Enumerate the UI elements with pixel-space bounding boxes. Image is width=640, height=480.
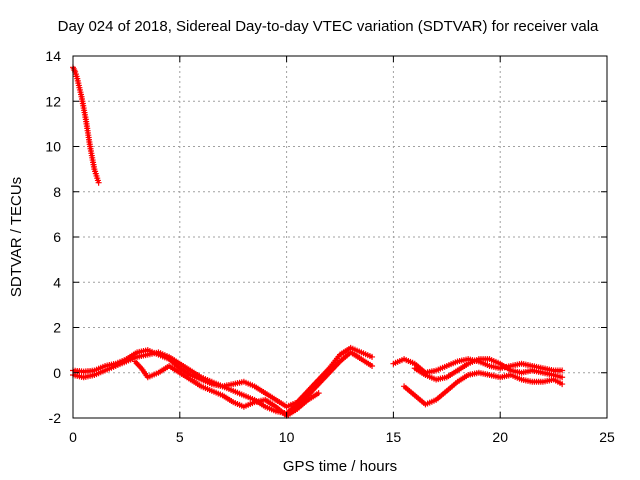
series-trace [71, 66, 101, 184]
y-tick-label: 4 [53, 274, 61, 290]
data-point [559, 367, 566, 374]
data-series [70, 64, 566, 419]
x-tick-label: 20 [492, 429, 508, 445]
y-tick-label: 6 [53, 229, 61, 245]
axes: 0 5 10 15 20 25 -2 0 2 4 6 8 10 12 14 [45, 48, 615, 445]
y-tick-label: -2 [49, 410, 62, 426]
data-point [559, 374, 566, 381]
y-tick-label: 12 [45, 93, 61, 109]
series-arc-e [401, 369, 566, 408]
data-point [369, 353, 376, 360]
x-tick-label: 10 [279, 429, 295, 445]
y-axis-label: SDTVAR / TECUs [8, 177, 25, 297]
y-tick-label: 8 [53, 184, 61, 200]
series-arc-f [411, 356, 566, 383]
series-arc-a [70, 344, 376, 410]
x-tick-label: 5 [176, 429, 184, 445]
y-tick-label: 10 [45, 139, 61, 155]
data-point [559, 381, 566, 388]
chart-title: Day 024 of 2018, Sidereal Day-to-day VTE… [58, 18, 599, 35]
x-tick-label: 15 [386, 429, 402, 445]
y-tick-label: 2 [53, 320, 61, 336]
y-tick-label: 14 [45, 48, 61, 64]
data-point [95, 179, 102, 186]
y-tick-label: 0 [53, 365, 61, 381]
data-point [369, 362, 376, 369]
x-tick-label: 25 [599, 429, 615, 445]
data-point [315, 390, 322, 397]
series-arc-b [70, 349, 376, 417]
series-arc-early-decay [70, 64, 102, 186]
x-tick-label: 0 [69, 429, 77, 445]
x-axis-label: GPS time / hours [283, 458, 397, 475]
